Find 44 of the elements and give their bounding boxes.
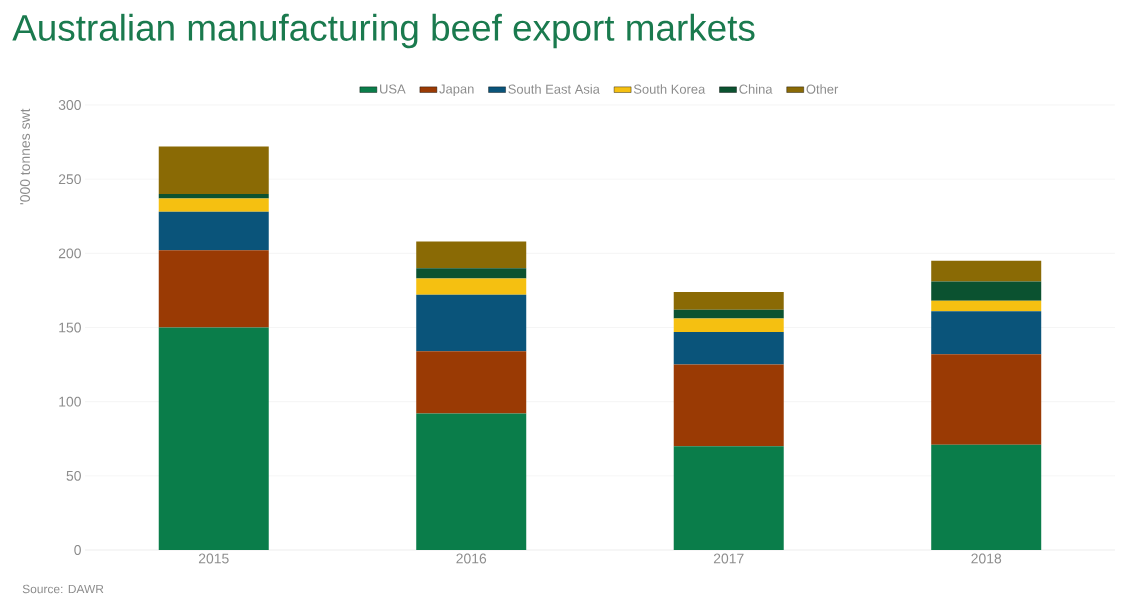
bar: [158, 211, 269, 251]
legend-label: Japan: [439, 84, 474, 97]
bar: [416, 278, 527, 295]
bar: [931, 354, 1042, 445]
bar: [416, 241, 527, 269]
bar: [673, 318, 784, 332]
y-axis-title: '000 tonnes swt: [20, 108, 30, 205]
legend-label: Other: [806, 84, 839, 94]
y-tick-label: 0: [74, 545, 81, 555]
bar: [931, 281, 1042, 301]
bar: [931, 311, 1042, 355]
y-tick-label: 300: [58, 100, 81, 110]
bar: [158, 194, 269, 199]
bar: [673, 331, 784, 365]
bar: [416, 294, 527, 352]
bar: [158, 146, 269, 194]
y-tick-label: 250: [58, 174, 81, 185]
bar: [931, 444, 1042, 550]
bar: [416, 268, 527, 279]
bar: [673, 291, 784, 310]
legend-label: South East Asia: [508, 84, 600, 94]
x-tick-label: 2015: [198, 553, 229, 564]
source-note: Source: DAWR: [22, 584, 104, 594]
bar: [416, 351, 527, 414]
bar: [931, 300, 1042, 312]
x-tick-label: 2018: [971, 553, 1002, 564]
bar: [931, 260, 1042, 282]
x-tick-label: 2017: [713, 553, 744, 564]
y-tick-label: 100: [59, 396, 81, 407]
x-tick-label: 2016: [456, 553, 487, 564]
y-tick-label: 200: [58, 248, 81, 259]
legend-label: South Korea: [633, 84, 706, 94]
bar: [673, 364, 784, 447]
bar: [673, 309, 784, 319]
legend-label: USA: [380, 84, 406, 94]
bar: [158, 327, 269, 550]
bar: [158, 250, 269, 328]
y-tick-label: 50: [66, 470, 81, 481]
legend-label: China: [739, 84, 773, 94]
bar: [673, 446, 784, 550]
bar: [158, 198, 269, 212]
chart-title: Australian manufacturing beef export markets: [12, 13, 755, 49]
bar: [416, 413, 527, 550]
y-tick-label: 150: [59, 322, 81, 333]
